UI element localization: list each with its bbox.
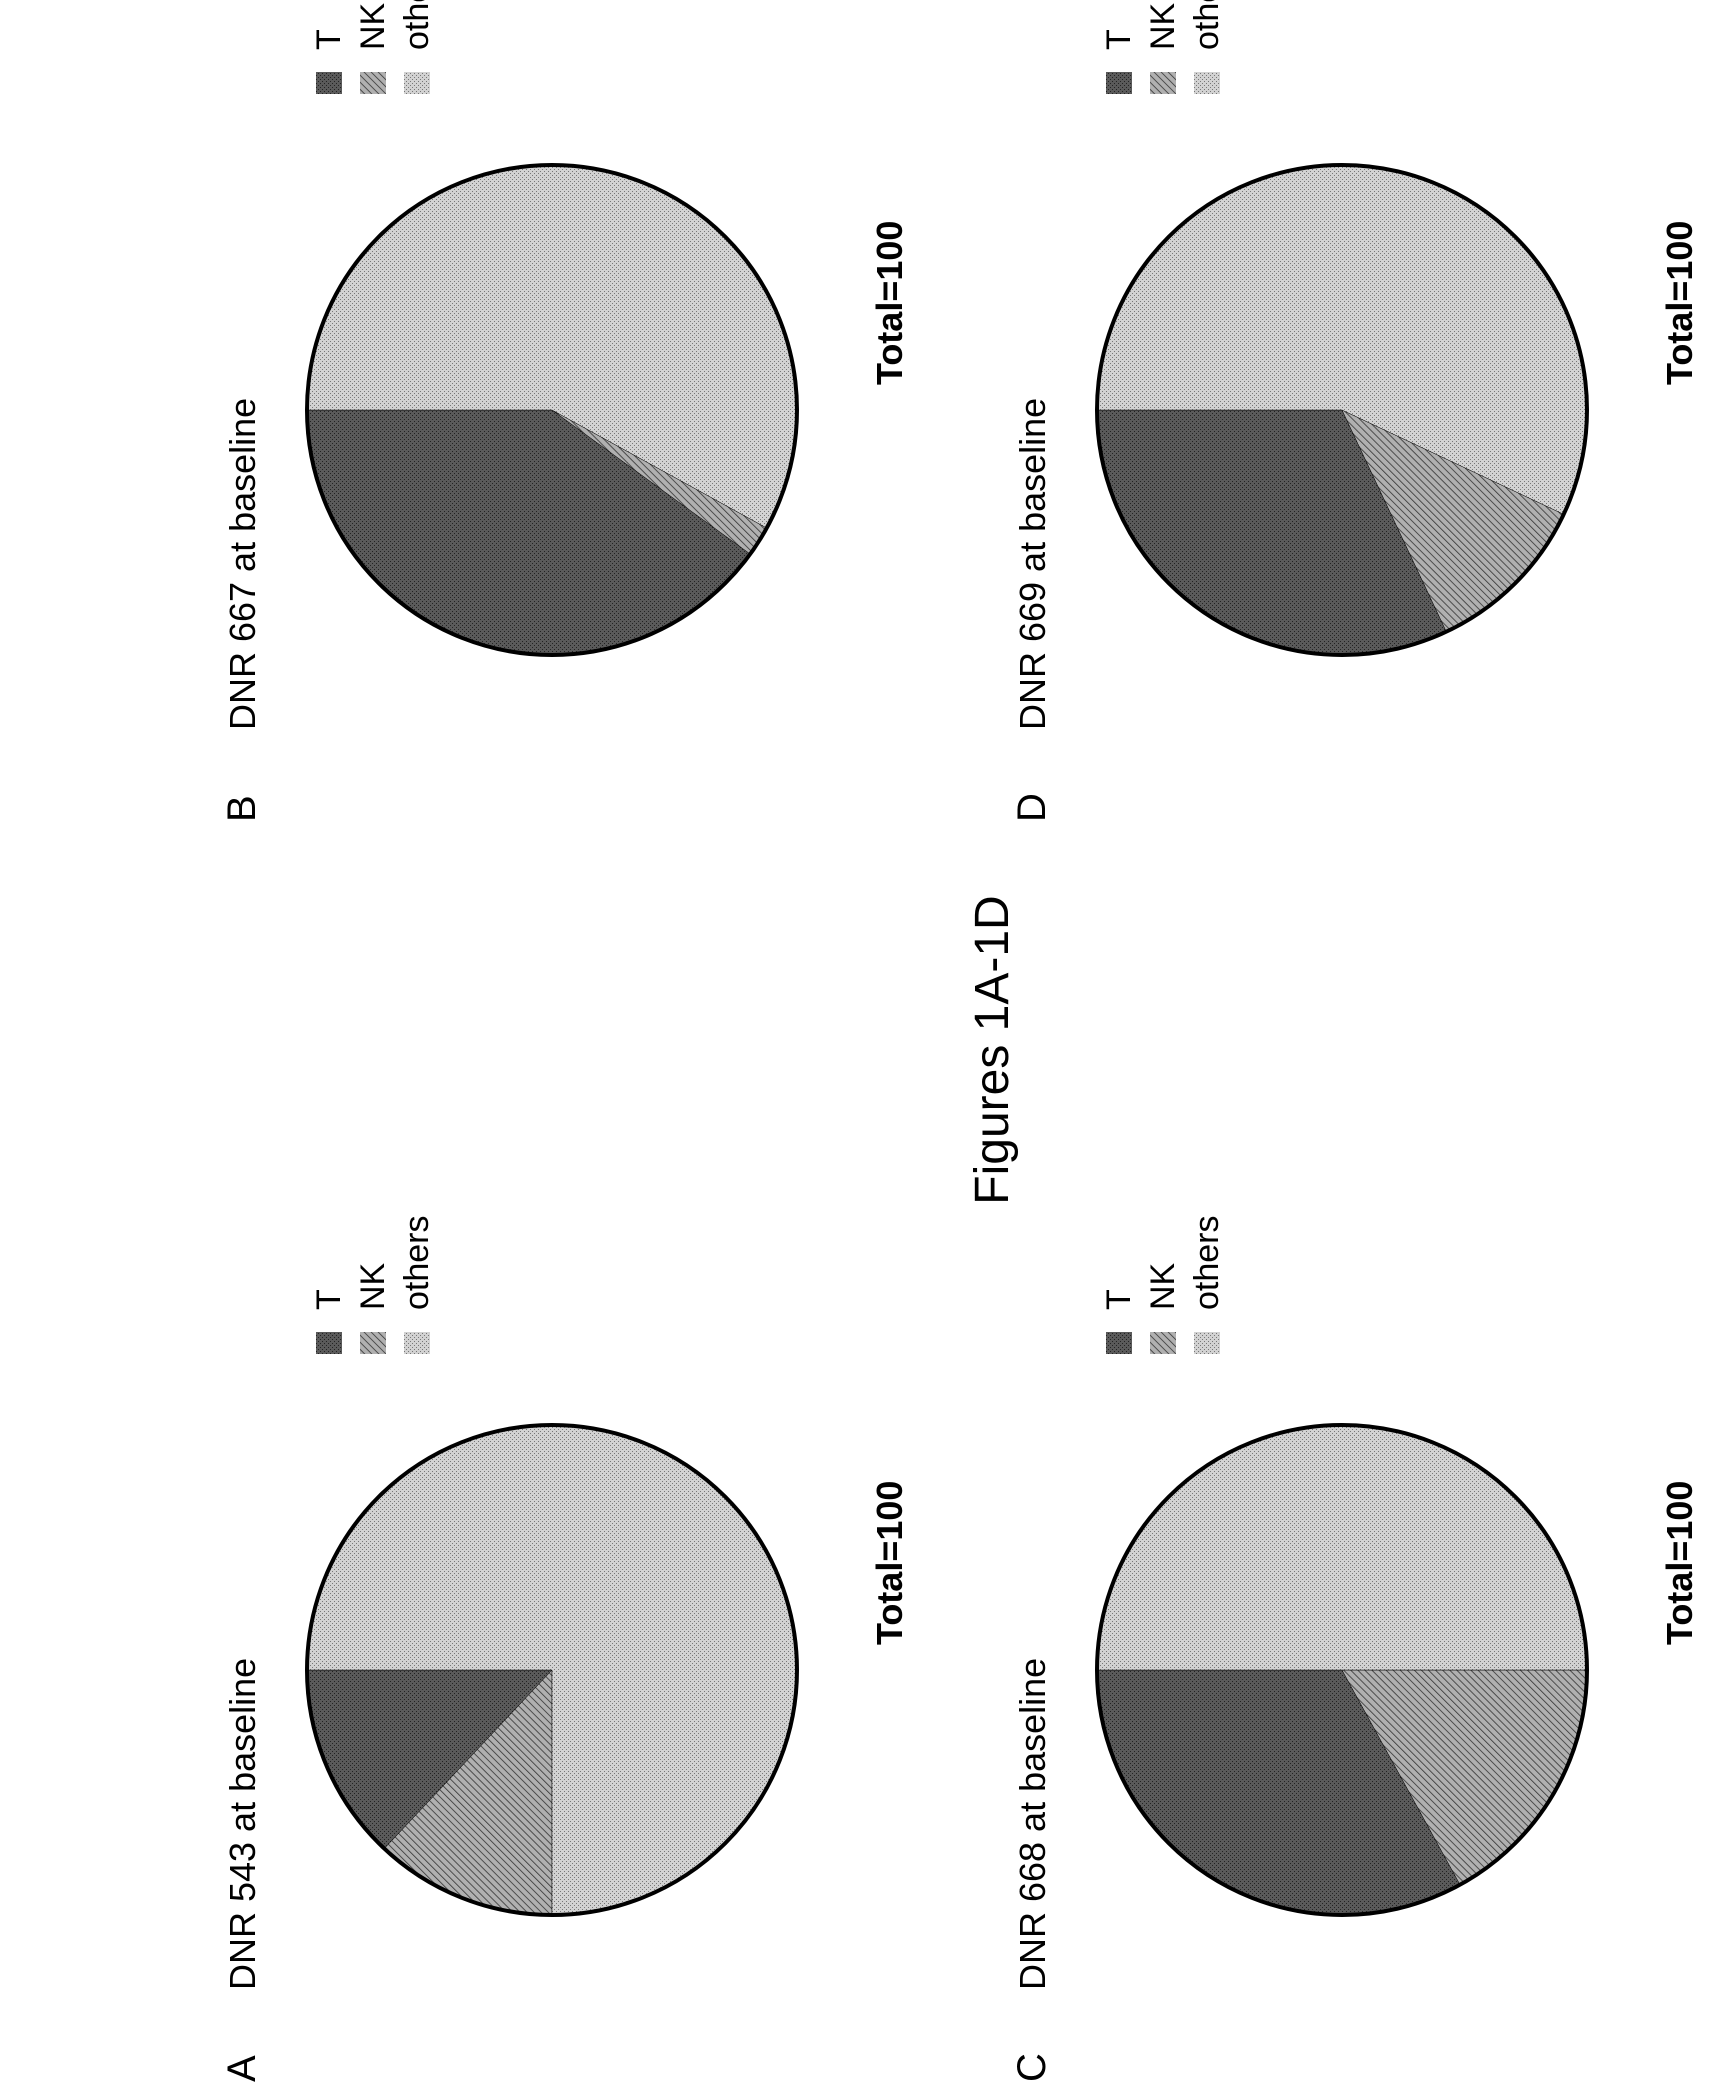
panel-c-legend-swatch-t	[1106, 1332, 1132, 1354]
panel-b-title: DNR 667 at baseline	[222, 398, 263, 730]
panel-a-legend-label-nk: NK	[354, 1262, 392, 1310]
panel-c-legend-swatch-others	[1194, 1332, 1220, 1354]
panel-b-legend-swatch-t	[316, 72, 342, 94]
panel-b-legend-label-others: others	[398, 0, 436, 50]
panel-a-pie-outline	[305, 1423, 799, 1917]
panel-a-letter: A	[220, 2055, 264, 2082]
panel-a-legend: T NK others	[310, 1216, 436, 1354]
panel-c-legend-swatch-nk	[1150, 1332, 1176, 1354]
panel-d-pie-outline	[1095, 163, 1589, 657]
panel-c-legend: T NK others	[1100, 1216, 1226, 1354]
panel-c-slice-others	[1096, 1424, 1588, 1671]
panel-a: A DNR 543 at baseline T NK others Total=100	[220, 1216, 910, 2083]
panel-a-title: DNR 543 at baseline	[222, 1658, 263, 1990]
panel-c-legend-label-t: T	[1100, 1289, 1138, 1310]
panel-b-legend-label-t: T	[310, 29, 348, 50]
panel-d-total-label: Total=100	[1659, 221, 1700, 385]
panel-b-legend-swatch-nk	[360, 72, 386, 94]
panel-b-legend-swatch-others	[404, 72, 430, 94]
panel-d-legend: T NK others	[1100, 0, 1226, 94]
panel-d-title: DNR 669 at baseline	[1012, 398, 1053, 730]
panel-b-legend-label-nk: NK	[354, 2, 392, 50]
panel-a-legend-swatch-t	[316, 1332, 342, 1354]
panel-a-legend-swatch-nk	[360, 1332, 386, 1354]
panel-c-pie	[1095, 1423, 1589, 1917]
panel-d-legend-swatch-nk	[1150, 72, 1176, 94]
panel-d-letter: D	[1010, 793, 1054, 822]
panel-c-pie-outline	[1095, 1423, 1589, 1917]
panel-d: D DNR 669 at baseline T NK others Total=100	[1010, 0, 1700, 822]
panel-a-legend-swatch-others	[404, 1332, 430, 1354]
panel-a-legend-label-t: T	[310, 1289, 348, 1310]
panel-d-legend-swatch-others	[1194, 72, 1220, 94]
panel-b-pie	[305, 163, 799, 657]
panel-d-legend-label-t: T	[1100, 29, 1138, 50]
panel-d-legend-label-nk: NK	[1144, 2, 1182, 50]
panel-a-pie	[305, 1423, 799, 1917]
panel-d-legend-swatch-t	[1106, 72, 1132, 94]
panel-d-legend-label-others: others	[1188, 0, 1226, 50]
panel-c-legend-label-nk: NK	[1144, 1262, 1182, 1310]
panel-a-legend-label-others: others	[398, 1216, 436, 1311]
panel-c-letter: C	[1010, 2053, 1054, 2082]
panel-c-title: DNR 668 at baseline	[1012, 1658, 1053, 1990]
panel-d-pie	[1095, 163, 1589, 657]
panel-b-total-label: Total=100	[869, 221, 910, 385]
panel-b: B DNR 667 at baseline T NK others Total=100	[220, 0, 910, 822]
figure-title: Figures 1A-1D	[966, 895, 1019, 1204]
panel-c-total-label: Total=100	[1659, 1481, 1700, 1645]
panel-b-letter: B	[220, 795, 264, 822]
panel-b-pie-outline	[305, 163, 799, 657]
panel-c: C DNR 668 at baseline T NK others Total=100	[1010, 1216, 1700, 2083]
panel-c-legend-label-others: others	[1188, 1216, 1226, 1311]
panel-b-legend: T NK others	[310, 0, 436, 94]
panel-a-total-label: Total=100	[869, 1481, 910, 1645]
